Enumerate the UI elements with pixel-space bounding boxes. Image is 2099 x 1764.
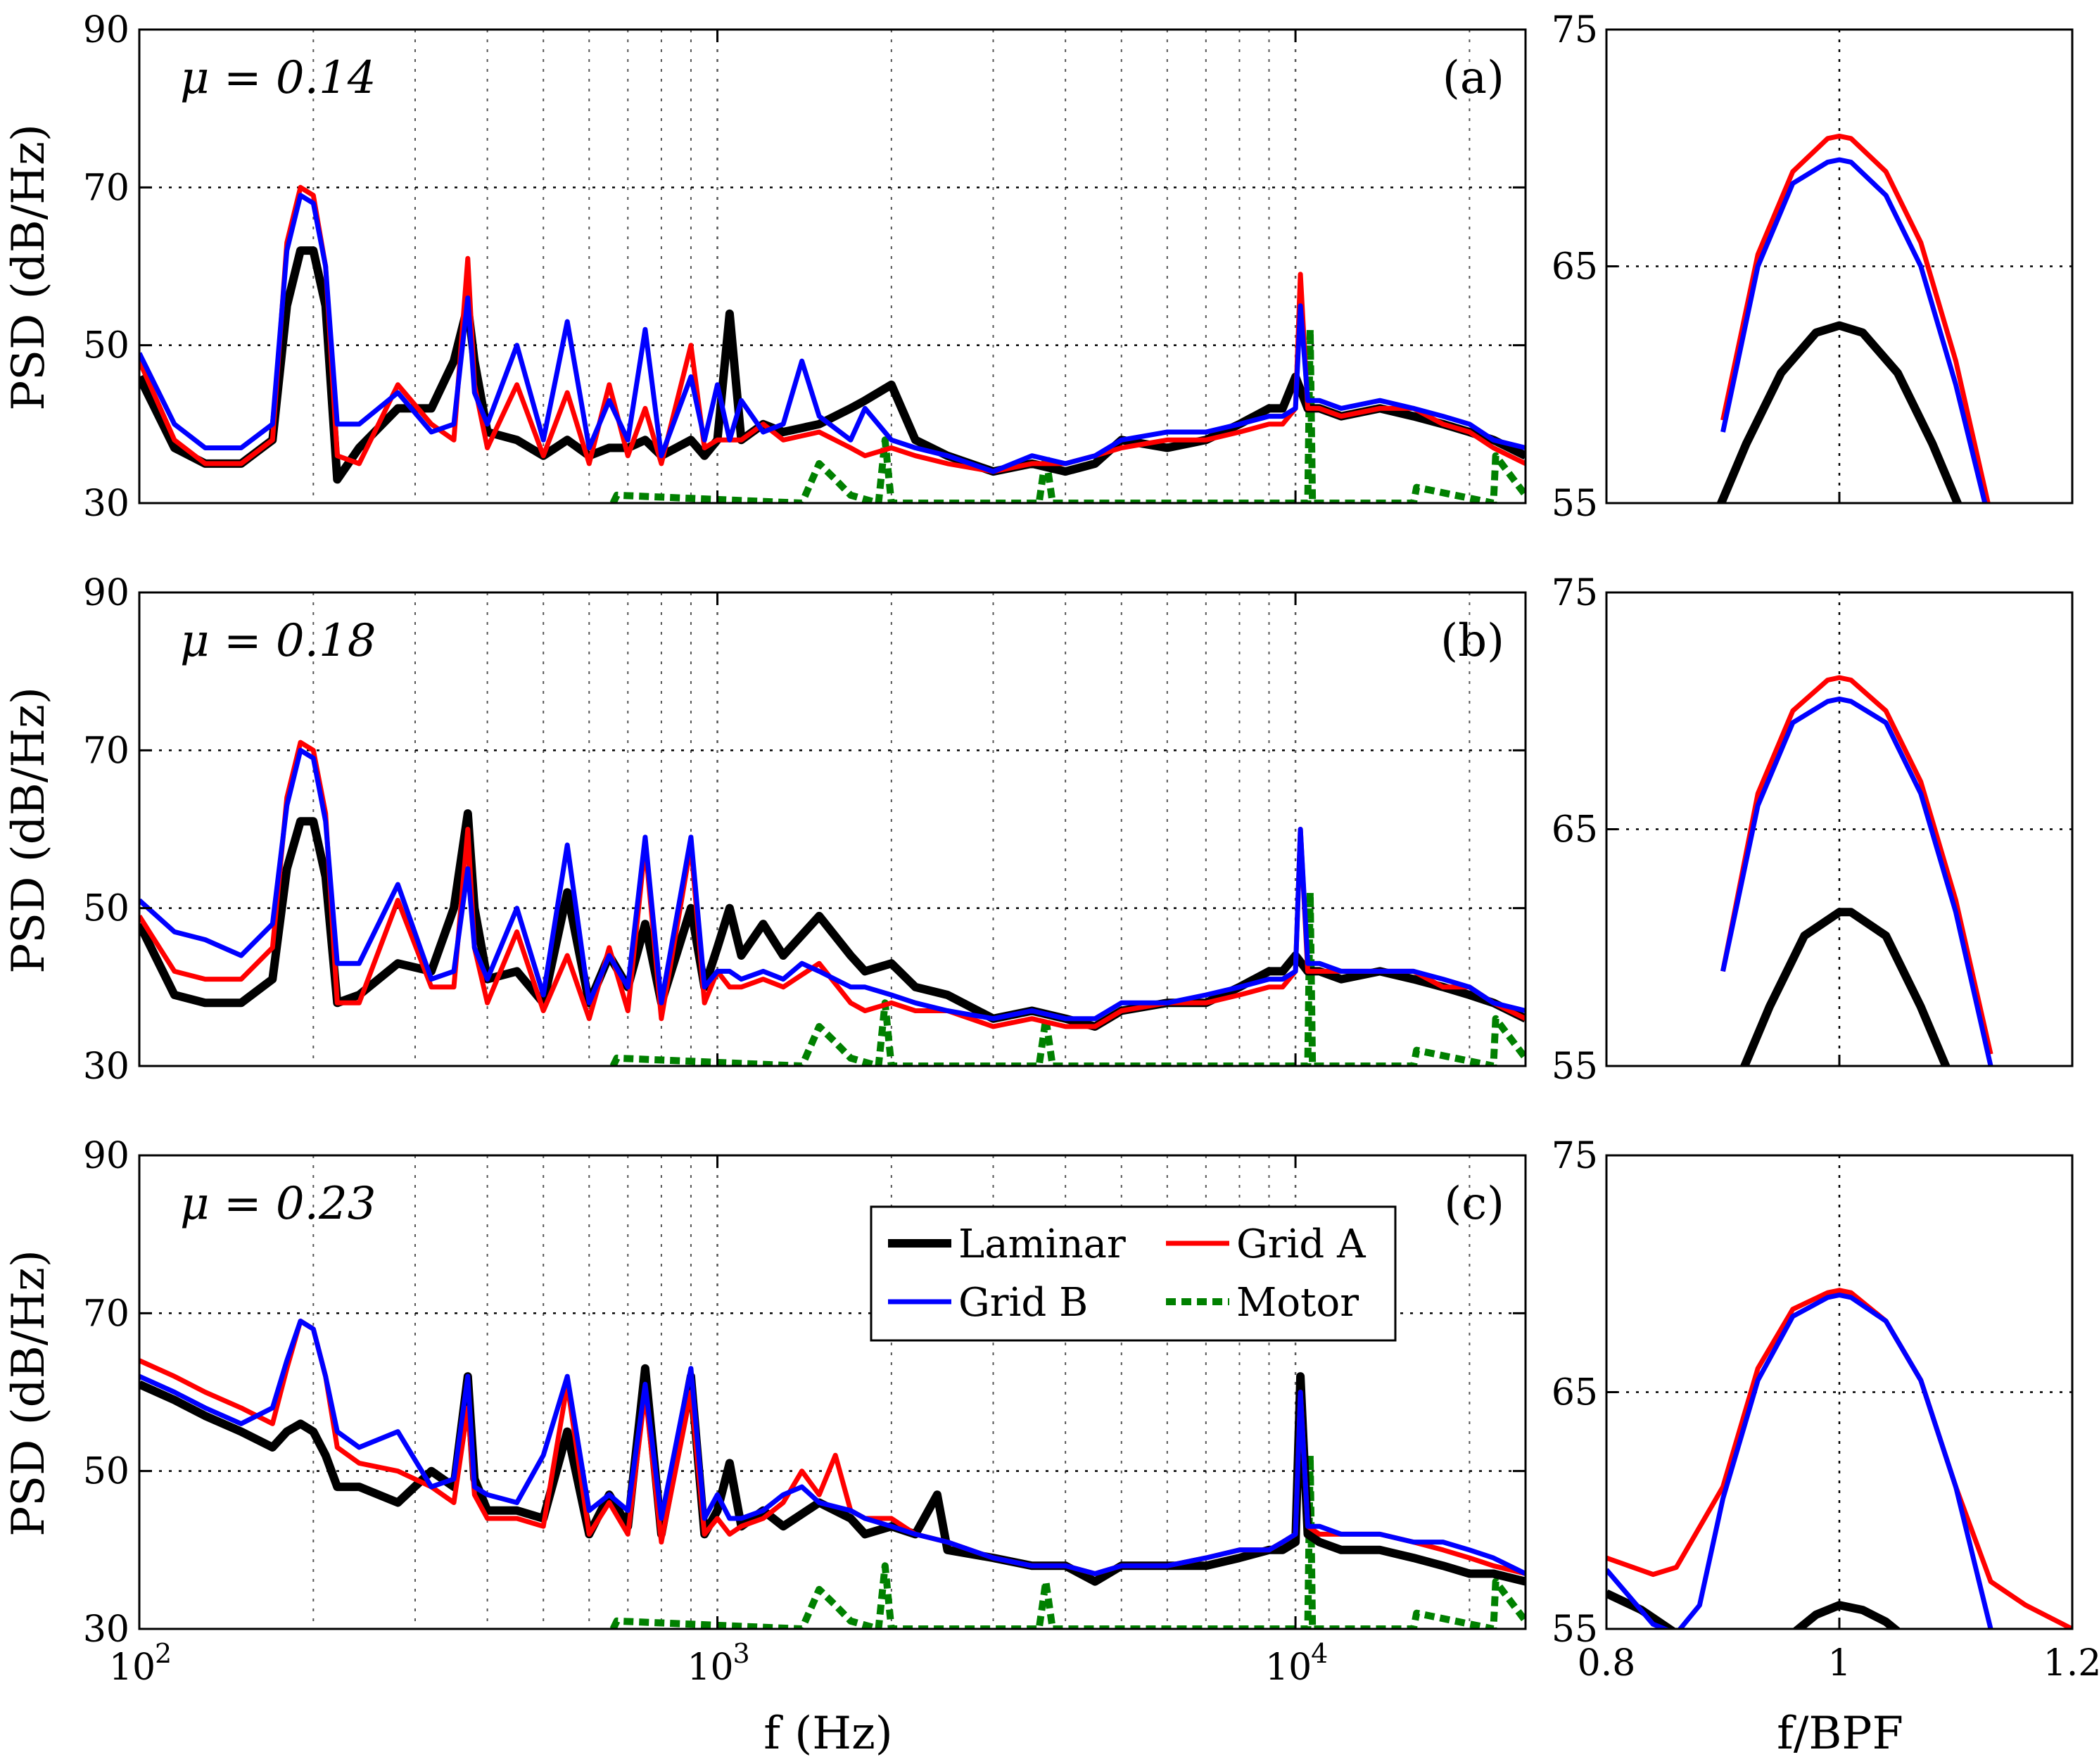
series-laminar-a: [139, 246, 1526, 484]
ytick-label: 70: [83, 730, 129, 772]
zoom-ytick-label: 55: [1552, 1608, 1598, 1651]
series-grid-a-c: [139, 1319, 1526, 1576]
panel-b: 30 50 70 90 μ = 0.18 (b): [83, 572, 1527, 1088]
zoom-ytick-label: 65: [1552, 246, 1598, 288]
zoom-series-grid-a-a: [1720, 133, 1991, 503]
series-laminar-b: [139, 809, 1526, 1031]
zoom-ytick-label: 55: [1552, 1046, 1598, 1088]
legend-motor: Motor: [1236, 1280, 1359, 1326]
ytick-label: 70: [83, 167, 129, 209]
zoom-xtick-label: 1: [1827, 1642, 1851, 1684]
zoom-xtick-label: 1.2: [2043, 1642, 2099, 1684]
legend: Laminar Grid A Grid B Motor: [870, 1205, 1397, 1342]
legend-grid-b: Grid B: [958, 1280, 1088, 1326]
ytick-label: 50: [83, 888, 129, 930]
zoom-xtick-label: 0.8: [1578, 1642, 1636, 1684]
xtick-exponent: 3: [733, 1638, 750, 1669]
axes-frame-b: [138, 591, 1527, 1067]
xtick-label: 10: [109, 1646, 156, 1689]
series-grid-b-a: [139, 193, 1526, 474]
zoom-series-grid-a-b: [1720, 675, 1993, 1055]
xtick-exponent: 4: [1311, 1638, 1328, 1669]
ytick-label: 30: [83, 1608, 129, 1651]
series-laminar-c: [139, 1364, 1526, 1586]
grid-a: [138, 30, 1526, 503]
zoom-series-grid-b-c: [1606, 1293, 1993, 1629]
zoom-panel-a: 55 65 75: [1552, 9, 2074, 525]
ylabel-a: PSD (dB/Hz): [3, 124, 55, 411]
mu-label-b: μ = 0.18: [180, 615, 376, 667]
ytick-label: 30: [83, 1046, 129, 1088]
ytick-label: 50: [83, 325, 129, 367]
ylabel-c: PSD (dB/Hz): [3, 1250, 55, 1537]
xtick-exponent: 2: [155, 1638, 172, 1669]
legend-grid-a: Grid A: [1236, 1222, 1366, 1267]
panel-label-c: (c): [1444, 1178, 1504, 1230]
zoom-series-grid-b-b: [1720, 696, 1993, 1066]
ytick-label: 90: [83, 1135, 129, 1177]
zoom-panel-b: 55 65 75: [1552, 572, 2074, 1088]
axes-frame-a: [138, 28, 1527, 505]
zoom-ytick-label: 75: [1552, 1135, 1598, 1177]
zoom-series-laminar-b: [1739, 908, 1951, 1066]
ytick-label: 90: [83, 9, 129, 51]
panel-a: 30 50 70 90 μ = 0.14 (a): [83, 9, 1527, 525]
xlabel-zoom: f/BPF: [1777, 1708, 1903, 1760]
zoom-series-grid-a-c: [1606, 1288, 2072, 1629]
series-grid-b-c: [139, 1319, 1526, 1576]
series-motor-b: [609, 889, 1526, 1066]
zoom-series-laminar-a: [1716, 321, 1962, 503]
ytick-label: 50: [83, 1451, 129, 1493]
xlabel-main: f (Hz): [763, 1708, 893, 1760]
zoom-panel-c: 55 65 75 0.8 1 1.2: [1552, 1135, 2099, 1684]
xtick-label: 10: [1265, 1646, 1312, 1689]
zoom-series-grid-b-a: [1720, 157, 1988, 503]
zoom-ytick-label: 65: [1552, 809, 1598, 851]
series-motor-c: [609, 1452, 1526, 1629]
panel-label-a: (a): [1442, 52, 1504, 104]
zoom-ytick-label: 55: [1552, 483, 1598, 525]
zoom-ytick-label: 65: [1552, 1372, 1598, 1414]
series-motor-a: [609, 326, 1526, 503]
ytick-label: 70: [83, 1293, 129, 1335]
zoom-ytick-label: 75: [1552, 572, 1598, 614]
mu-label-c: μ = 0.23: [180, 1178, 376, 1230]
zoom-series-laminar-c: [1606, 1589, 1902, 1629]
ylabel-b: PSD (dB/Hz): [3, 687, 55, 974]
ytick-label: 30: [83, 483, 129, 525]
zoom-ytick-label: 75: [1552, 9, 1598, 51]
panel-label-b: (b): [1440, 615, 1504, 667]
series-grid-b-b: [139, 747, 1526, 1022]
mu-label-a: μ = 0.14: [180, 52, 376, 104]
axes-frame-c: [138, 1154, 1527, 1630]
legend-laminar: Laminar: [958, 1222, 1126, 1267]
series-grid-a-b: [139, 740, 1526, 1029]
xtick-label: 10: [687, 1646, 733, 1689]
ytick-label: 90: [83, 572, 129, 614]
